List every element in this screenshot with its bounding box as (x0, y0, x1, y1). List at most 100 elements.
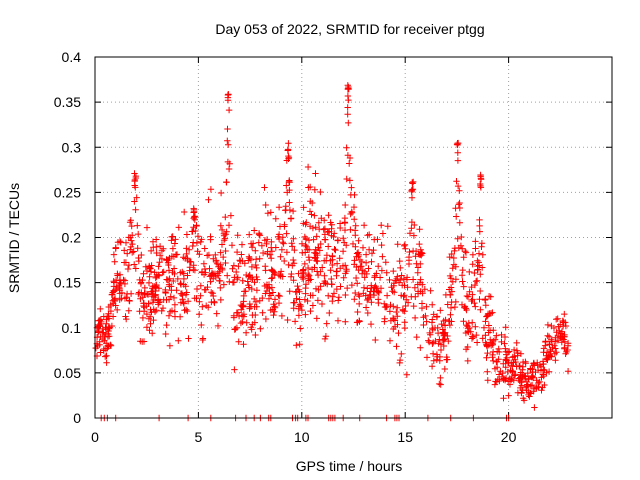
data-point (227, 212, 235, 219)
data-point (461, 304, 468, 311)
data-point (237, 319, 245, 327)
data-point (483, 354, 490, 361)
data-point (182, 306, 190, 313)
data-point (482, 318, 489, 325)
data-point (360, 284, 368, 291)
data-point (539, 371, 547, 378)
data-point (257, 325, 264, 332)
data-point (427, 331, 434, 338)
data-point (501, 340, 508, 347)
data-point (244, 278, 251, 285)
data-point (166, 342, 174, 349)
y-tick-label: 0.35 (54, 94, 81, 110)
data-point (532, 368, 539, 376)
data-point (99, 325, 106, 333)
data-point (240, 292, 247, 300)
data-point (358, 270, 366, 277)
data-point (269, 268, 276, 275)
data-point (474, 257, 481, 264)
data-point (279, 234, 286, 241)
data-point (367, 293, 374, 301)
data-point (170, 253, 178, 260)
data-point (368, 282, 375, 289)
data-point (232, 325, 239, 333)
data-point (158, 255, 166, 263)
data-point (553, 349, 560, 356)
data-point (184, 307, 191, 315)
data-point (173, 287, 180, 294)
data-point (453, 213, 460, 220)
data-point (554, 315, 561, 322)
data-point (356, 300, 363, 308)
data-point (399, 306, 406, 313)
data-point (313, 233, 320, 240)
data-point (514, 352, 521, 359)
data-point (263, 236, 271, 243)
data-point (389, 288, 396, 295)
data-point (402, 302, 409, 310)
data-point (393, 343, 400, 350)
data-point (306, 223, 314, 230)
data-point (147, 320, 154, 327)
data-point (355, 291, 362, 298)
data-point (506, 348, 513, 355)
data-point (252, 298, 260, 306)
data-point (230, 262, 238, 269)
data-point (408, 187, 415, 194)
data-point (261, 282, 268, 290)
data-point (229, 265, 236, 272)
data-point (171, 301, 179, 308)
data-point (557, 330, 564, 338)
data-point (248, 244, 256, 251)
data-point (308, 266, 316, 273)
data-point (212, 251, 219, 259)
data-point (171, 240, 178, 247)
data-point (296, 296, 303, 303)
data-point (145, 279, 153, 287)
data-point (110, 296, 118, 303)
data-point (527, 382, 534, 389)
data-point (564, 368, 572, 375)
data-point (312, 246, 319, 253)
data-point (305, 254, 312, 261)
data-point (200, 260, 208, 267)
data-point (403, 371, 410, 378)
data-point (159, 304, 167, 312)
data-point (286, 206, 294, 214)
data-point (326, 309, 333, 317)
data-point (372, 283, 379, 290)
data-point (473, 277, 481, 284)
data-point (445, 337, 452, 345)
data-point (317, 240, 324, 248)
data-point (319, 264, 326, 271)
data-point (549, 344, 556, 351)
data-point (237, 257, 244, 265)
data-point (316, 225, 323, 233)
data-point (210, 292, 217, 300)
data-point (182, 255, 189, 262)
data-point (392, 277, 399, 284)
data-point (342, 318, 349, 325)
data-point (247, 240, 255, 247)
data-point (501, 333, 509, 341)
data-point (163, 276, 170, 283)
data-point (134, 222, 141, 229)
data-point (109, 291, 116, 298)
data-point (311, 254, 318, 261)
data-point (334, 317, 342, 324)
data-point (160, 268, 167, 276)
data-point (207, 278, 214, 285)
data-point (321, 231, 329, 238)
data-point (217, 189, 225, 197)
data-point (206, 273, 214, 280)
data-point (206, 265, 213, 272)
data-point (401, 242, 408, 250)
data-point (489, 309, 496, 316)
data-point (307, 307, 314, 315)
data-point (469, 251, 477, 258)
data-point (390, 267, 397, 275)
data-point (132, 184, 139, 191)
data-point (194, 233, 202, 240)
data-point (378, 241, 385, 249)
